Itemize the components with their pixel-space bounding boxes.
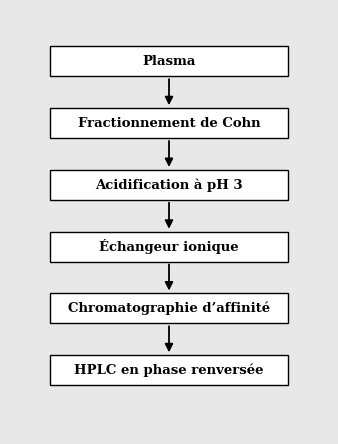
FancyBboxPatch shape xyxy=(50,232,288,262)
Text: Chromatographie d’affinité: Chromatographie d’affinité xyxy=(68,301,270,315)
FancyBboxPatch shape xyxy=(50,355,288,385)
FancyBboxPatch shape xyxy=(50,46,288,76)
FancyBboxPatch shape xyxy=(50,108,288,138)
FancyBboxPatch shape xyxy=(50,293,288,323)
Text: Fractionnement de Cohn: Fractionnement de Cohn xyxy=(78,117,260,130)
FancyBboxPatch shape xyxy=(50,170,288,200)
Text: Plasma: Plasma xyxy=(142,55,196,68)
Text: HPLC en phase renversée: HPLC en phase renversée xyxy=(74,363,264,377)
Text: Acidification à pH 3: Acidification à pH 3 xyxy=(95,178,243,192)
Text: Échangeur ionique: Échangeur ionique xyxy=(99,239,239,254)
